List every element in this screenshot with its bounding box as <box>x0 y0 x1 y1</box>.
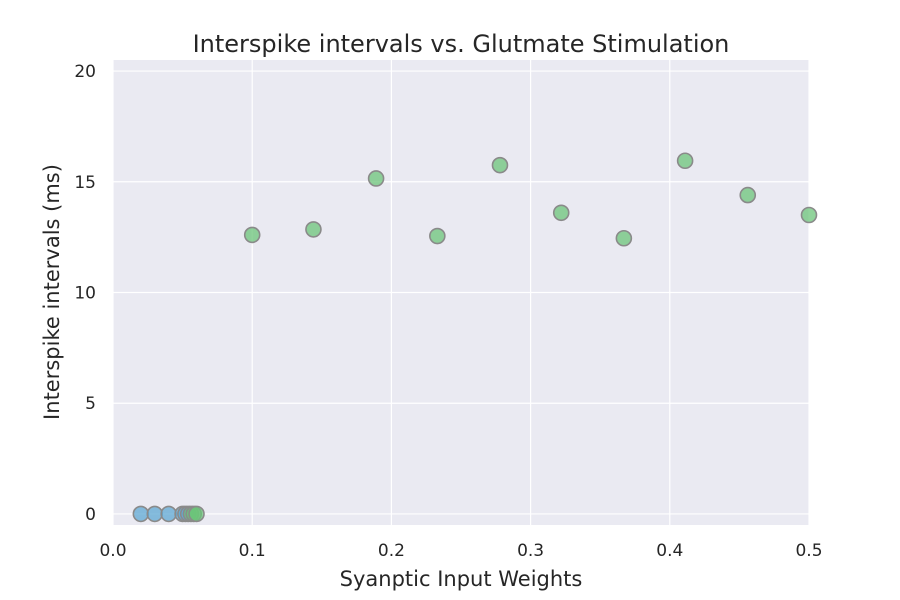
data-point-series-2 <box>676 152 694 170</box>
data-point-series-1 <box>146 505 164 523</box>
y-tick-label: 20 <box>74 62 96 82</box>
data-point-series-1 <box>160 505 177 523</box>
x-tick-label: 0.5 <box>795 541 822 561</box>
y-tick-label: 5 <box>85 394 96 414</box>
x-tick-label: 0.3 <box>517 541 544 561</box>
x-tick-label: 0.4 <box>656 541 683 561</box>
x-tick-label: 0.1 <box>239 541 266 561</box>
chart-title: Interspike intervals vs. Glutmate Stimul… <box>193 30 730 58</box>
x-axis-label: Syanptic Input Weights <box>340 567 583 591</box>
data-point-series-2 <box>491 156 509 174</box>
y-axis-label: Interspike intervals (ms) <box>40 164 64 420</box>
y-tick-label: 10 <box>74 284 96 304</box>
data-point-series-2 <box>367 170 385 187</box>
x-tick-label: 0.0 <box>99 541 126 561</box>
plot-area: 0.0 0.1 0.2 0.3 0.4 0.5 0 5 10 15 20 <box>74 60 823 561</box>
data-point-series-2 <box>615 229 633 247</box>
data-point-series-2 <box>243 226 261 244</box>
y-tick-label: 0 <box>85 505 96 525</box>
data-point-series-2 <box>305 221 322 238</box>
data-point-series-2 <box>188 505 205 523</box>
data-point-series-2 <box>800 206 818 224</box>
data-point-series-1 <box>132 505 150 523</box>
y-tick-label: 15 <box>74 173 96 193</box>
data-point-series-2 <box>552 204 570 222</box>
x-tick-label: 0.2 <box>378 541 405 561</box>
data-point-series-2 <box>739 186 757 204</box>
data-point-series-2 <box>429 227 446 245</box>
